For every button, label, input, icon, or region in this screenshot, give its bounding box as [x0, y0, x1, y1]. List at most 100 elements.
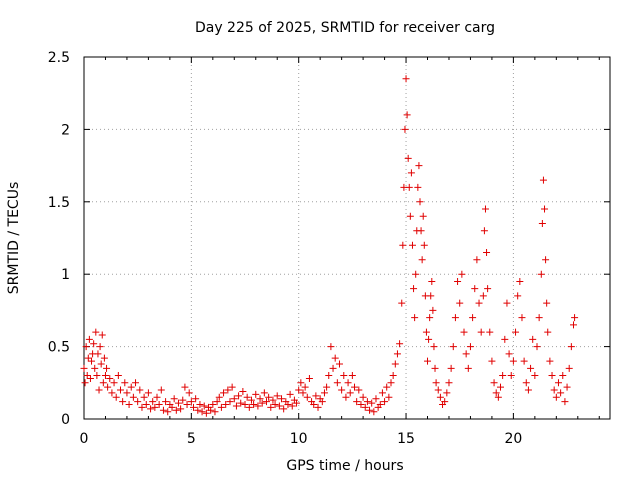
data-point — [516, 277, 524, 285]
data-point — [570, 321, 578, 329]
data-point — [98, 331, 106, 339]
data-point — [333, 379, 341, 387]
data-point — [84, 354, 92, 362]
data-point — [147, 405, 155, 413]
data-point — [546, 357, 554, 365]
data-point — [543, 299, 551, 307]
data-point — [387, 379, 395, 387]
data-point — [456, 299, 464, 307]
data-point — [398, 299, 406, 307]
data-point — [262, 398, 270, 406]
data-point — [312, 392, 320, 400]
data-point — [215, 393, 223, 401]
x-axis-label: GPS time / hours — [286, 458, 403, 474]
data-point — [425, 335, 433, 343]
data-point — [280, 405, 288, 413]
data-point — [541, 205, 549, 213]
data-point — [481, 205, 489, 213]
data-point — [427, 292, 435, 300]
data-point — [284, 401, 292, 409]
data-point — [325, 372, 333, 380]
data-point — [507, 372, 515, 380]
data-point — [542, 256, 550, 264]
data-point — [220, 389, 228, 397]
data-point — [329, 364, 337, 372]
data-point — [92, 328, 100, 336]
data-point — [490, 379, 498, 387]
data-point — [346, 389, 354, 397]
data-point — [488, 357, 496, 365]
data-point — [539, 176, 547, 184]
data-point — [520, 357, 528, 365]
chart-title: Day 225 of 2025, SRMTID for receiver car… — [195, 20, 495, 36]
data-point — [415, 162, 423, 170]
data-point — [138, 403, 146, 411]
data-point — [494, 393, 502, 401]
data-point — [90, 340, 98, 348]
data-point — [567, 343, 575, 351]
data-point — [473, 256, 481, 264]
data-point — [480, 227, 488, 235]
data-point — [451, 314, 459, 322]
data-point — [389, 372, 397, 380]
data-point — [499, 372, 507, 380]
data-point — [537, 270, 545, 278]
data-point — [385, 393, 393, 401]
data-point — [406, 212, 414, 220]
data-point — [412, 270, 420, 278]
data-point — [407, 169, 415, 177]
data-point — [529, 335, 537, 343]
data-point — [299, 389, 307, 397]
data-point — [522, 379, 530, 387]
data-point — [213, 398, 221, 406]
data-point — [110, 379, 118, 387]
data-point — [88, 357, 96, 365]
series-srmtid — [80, 75, 579, 417]
data-point — [355, 386, 363, 394]
data-point — [538, 220, 546, 228]
data-point — [393, 350, 401, 358]
data-point — [376, 401, 384, 409]
data-point — [320, 389, 328, 397]
data-point — [228, 383, 236, 391]
data-point — [202, 409, 210, 417]
data-point — [533, 343, 541, 351]
data-point — [129, 393, 137, 401]
data-point — [331, 354, 339, 362]
data-point — [127, 383, 135, 391]
data-point — [454, 277, 462, 285]
data-point — [254, 402, 262, 410]
data-point — [301, 383, 309, 391]
data-point — [170, 395, 178, 403]
data-point — [492, 389, 500, 397]
data-point — [97, 360, 105, 368]
data-point — [82, 343, 90, 351]
data-point — [142, 401, 150, 409]
data-point — [112, 393, 120, 401]
data-point — [469, 314, 477, 322]
data-point — [426, 314, 434, 322]
data-point — [559, 372, 567, 380]
data-point — [471, 285, 479, 293]
data-point — [416, 198, 424, 206]
data-point — [222, 401, 230, 409]
data-point — [168, 403, 176, 411]
data-point — [153, 393, 161, 401]
data-point — [200, 402, 208, 410]
data-point — [429, 306, 437, 314]
y-tick-label: 0.5 — [48, 340, 70, 356]
data-point — [503, 299, 511, 307]
data-point — [241, 401, 249, 409]
y-tick-labels: 0 0.5 1 1.5 2 2.5 — [48, 50, 70, 428]
data-point — [565, 364, 573, 372]
data-point — [96, 343, 104, 351]
data-point — [198, 408, 206, 416]
data-point — [305, 374, 313, 382]
data-point — [267, 403, 275, 411]
data-point — [252, 390, 260, 398]
data-point — [226, 398, 234, 406]
data-point — [552, 393, 560, 401]
data-point — [164, 408, 172, 416]
data-point — [550, 386, 558, 394]
data-point — [366, 406, 374, 414]
